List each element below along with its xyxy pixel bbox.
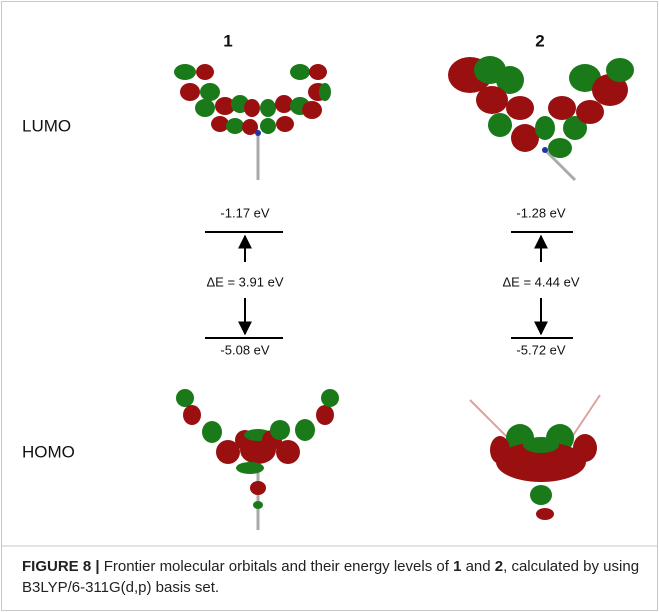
caption-text: Frontier molecular orbitals and their en… — [104, 558, 449, 575]
orbital-lumo-2 — [448, 56, 634, 180]
energy-gap: ΔE = 3.91 eV — [207, 274, 284, 289]
figure: 1 2 LUMO HOMO -1.17 eV ΔE = 3.91 eV -5.0… — [0, 0, 659, 612]
lumo-energy: -1.28 eV — [516, 205, 565, 220]
column-label: 1 — [223, 31, 232, 50]
caption: FIGURE 8 | Frontier molecular orbitals a… — [22, 556, 642, 598]
orbital-homo-1 — [176, 389, 339, 530]
lumo-energy: -1.17 eV — [220, 205, 269, 220]
homo-energy: -5.08 eV — [220, 342, 269, 357]
caption-text: and — [466, 558, 491, 575]
row-label: LUMO — [22, 116, 71, 135]
caption-label: FIGURE 8 | — [22, 558, 100, 575]
homo-energy: -5.72 eV — [516, 342, 565, 357]
column-label: 2 — [535, 31, 544, 50]
page: {"figure": { "columns": ["1", "2"], "row… — [0, 0, 659, 612]
energy-gap: ΔE = 4.44 eV — [503, 274, 580, 289]
orbital-lumo-1 — [174, 64, 331, 180]
orbital-homo-2 — [470, 395, 600, 520]
row-label: HOMO — [22, 442, 75, 461]
caption-bold: 2 — [495, 558, 503, 575]
caption-bold: 1 — [453, 558, 461, 575]
